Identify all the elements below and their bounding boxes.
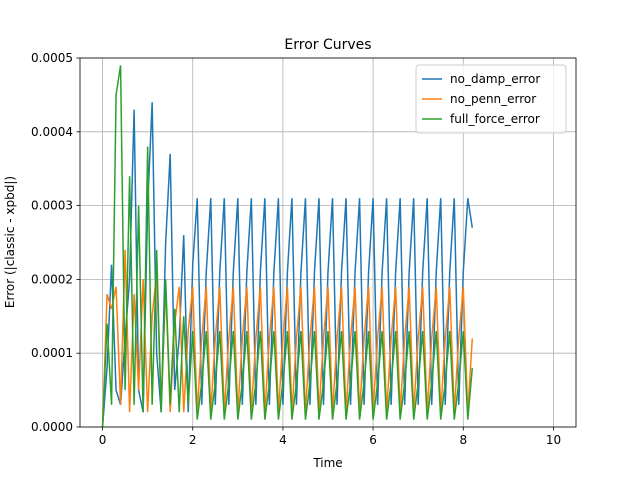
chart-title: Error Curves — [284, 37, 371, 53]
y-tick-label: 0.0005 — [31, 51, 73, 65]
y-tick-label: 0.0004 — [31, 125, 73, 139]
legend-label: no_damp_error — [450, 72, 540, 86]
y-axis-label: Error (|classic - xpbd|) — [3, 176, 17, 308]
y-tick-label: 0.0001 — [31, 346, 73, 360]
y-tick-label: 0.0002 — [31, 272, 73, 286]
x-axis-label: Time — [312, 456, 342, 470]
x-tick-label: 10 — [546, 433, 561, 447]
plot-frame — [79, 57, 577, 428]
x-tick-label: 6 — [369, 433, 377, 447]
legend-box — [415, 64, 567, 134]
legend-label: full_force_error — [450, 112, 540, 126]
line-series — [101, 65, 474, 427]
legend-label: no_penn_error — [450, 92, 536, 106]
y-tick-label: 0.0003 — [31, 199, 73, 213]
y-tick-label: 0.0000 — [31, 420, 73, 434]
x-tick-label: 4 — [279, 433, 287, 447]
x-tick-label: 0 — [99, 433, 107, 447]
x-tick-label: 2 — [189, 433, 197, 447]
line-series — [101, 102, 474, 427]
x-tick-label: 8 — [459, 433, 467, 447]
